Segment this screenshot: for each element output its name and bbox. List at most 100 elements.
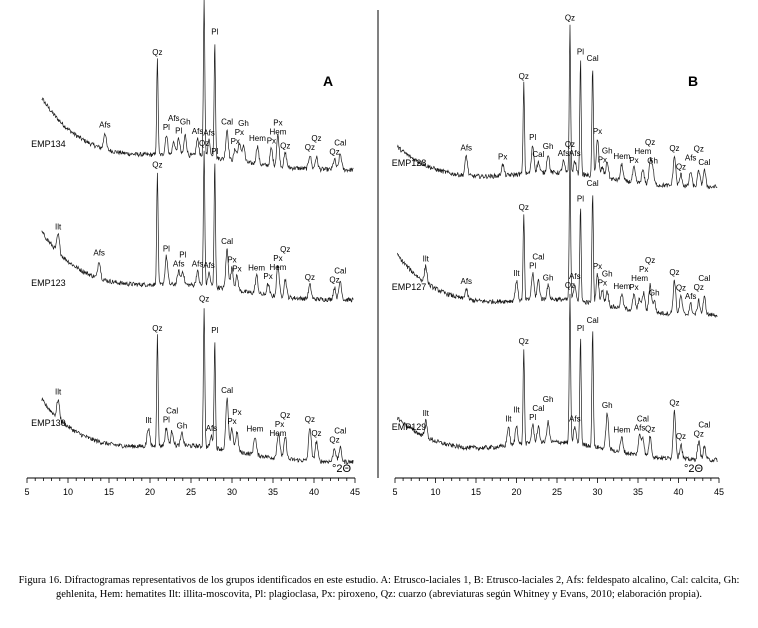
peak-label: Cal xyxy=(698,274,710,283)
sample-name: EMP127 xyxy=(392,282,427,292)
x-unit-label: °2Θ xyxy=(684,463,704,475)
peak-label: Afs xyxy=(173,259,185,268)
peak-label: Qz xyxy=(694,430,704,439)
peak-label: Qz xyxy=(645,138,655,147)
peak-label: Qz xyxy=(199,295,209,304)
peak-label: Qz xyxy=(565,281,575,290)
peak-label: Afs xyxy=(460,144,472,153)
peak-label: Ilt xyxy=(513,269,520,278)
peak-label: Gh xyxy=(543,274,554,283)
peak-label: Px xyxy=(275,420,284,429)
peak-label: Afs xyxy=(569,415,581,424)
peak-label: Qz xyxy=(152,324,162,333)
peak-label: Qz xyxy=(519,72,529,81)
peak-label: Afs xyxy=(569,149,581,158)
peak-label: Px xyxy=(593,262,602,271)
peak-label: Px xyxy=(639,265,648,274)
peak-label: Qz xyxy=(280,245,290,254)
peak-label: Hem xyxy=(613,282,630,291)
peak-label: Afs xyxy=(168,114,180,123)
peak-label: Cal xyxy=(637,415,649,424)
peak-label: Qz xyxy=(669,144,679,153)
x-tick-label: 35 xyxy=(268,487,278,497)
peak-label: Ilt xyxy=(423,409,430,418)
peak-label: Pl xyxy=(211,147,218,156)
x-tick-label: 20 xyxy=(145,487,155,497)
peak-label: Qz xyxy=(305,143,315,152)
peak-label: Px xyxy=(227,256,236,265)
trace-EMP130: EMP130IltIltQzPlCalGhQzAfsPlCalPxPxHemHe… xyxy=(31,295,354,465)
peak-label: Cal xyxy=(221,237,233,246)
peak-label: Pl xyxy=(163,244,170,253)
peak-label: Qz xyxy=(669,268,679,277)
peak-label: Ilt xyxy=(423,254,430,263)
peak-label: Afs xyxy=(192,259,204,268)
peak-label: Cal xyxy=(334,427,346,436)
peak-label: Qz xyxy=(669,399,679,408)
x-tick-label: 30 xyxy=(592,487,602,497)
peak-label: Gh xyxy=(238,119,249,128)
peak-label: Hem xyxy=(269,429,286,438)
x-tick-label: 5 xyxy=(24,487,29,497)
x-tick-label: 40 xyxy=(673,487,683,497)
x-tick-label: 15 xyxy=(104,487,114,497)
peak-label: Qz xyxy=(199,139,209,148)
peak-label: Afs xyxy=(203,261,215,270)
x-tick-label: 5 xyxy=(392,487,397,497)
peak-label: Ilt xyxy=(145,416,152,425)
peak-label: Px xyxy=(629,156,638,165)
peak-label: Qz xyxy=(565,13,575,22)
peak-label: Pl xyxy=(577,47,584,56)
x-tick-label: 10 xyxy=(430,487,440,497)
peak-label: Afs xyxy=(192,127,204,136)
peak-label: Qz xyxy=(329,148,339,157)
peak-label: Qz xyxy=(694,145,704,154)
peak-label: Pl xyxy=(529,262,536,271)
peak-label: Afs xyxy=(93,248,105,257)
peak-label: Pl xyxy=(179,250,186,259)
peak-label: Qz xyxy=(280,141,290,150)
x-tick-label: 15 xyxy=(471,487,481,497)
peak-label: Hem xyxy=(613,152,630,161)
peak-label: Pl xyxy=(577,324,584,333)
peak-label: Afs xyxy=(634,424,646,433)
peak-label: Ilt xyxy=(55,223,62,232)
peak-label: Pl xyxy=(163,123,170,132)
peak-label: Pl xyxy=(163,416,170,425)
diffraction-pattern xyxy=(41,150,354,303)
x-tick-label: 25 xyxy=(552,487,562,497)
peak-label: Ilt xyxy=(55,387,62,396)
peak-label: Cal xyxy=(221,386,233,395)
peak-label: Afs xyxy=(569,272,581,281)
peak-label: Cal xyxy=(532,253,544,262)
panel-letter: B xyxy=(688,73,698,89)
diffraction-pattern xyxy=(397,150,718,319)
peak-label: Afs xyxy=(685,154,697,163)
peak-label: Qz xyxy=(152,48,162,57)
peak-label: Gh xyxy=(180,118,191,127)
peak-label: Qz xyxy=(329,436,339,445)
diffraction-pattern xyxy=(397,24,718,190)
peak-label: Cal xyxy=(221,117,233,126)
x-tick-label: 20 xyxy=(511,487,521,497)
peak-label: Qz xyxy=(676,284,686,293)
peak-label: Hem xyxy=(247,424,264,433)
peak-label: Gh xyxy=(602,146,613,155)
peak-label: Px xyxy=(235,128,244,137)
peak-label: Hem xyxy=(269,128,286,137)
peak-label: Afs xyxy=(460,277,472,286)
peak-label: Gh xyxy=(602,269,613,278)
peak-label: Hem xyxy=(634,147,651,156)
panel-letter: A xyxy=(323,73,333,89)
peak-label: Px xyxy=(231,137,240,146)
x-tick-label: 30 xyxy=(227,487,237,497)
sample-name: EMP130 xyxy=(31,418,66,428)
peak-label: Cal xyxy=(532,150,544,159)
peak-label: Afs xyxy=(203,128,215,137)
peak-label: Px xyxy=(263,272,272,281)
panel-b: B5 10 15 20 25 30 35 40 45°2ΘEMP128AfsPxQzPlCalG… xyxy=(392,13,724,497)
peak-label: Afs xyxy=(99,121,111,130)
peak-label: Qz xyxy=(311,429,321,438)
peak-label: Qz xyxy=(305,415,315,424)
